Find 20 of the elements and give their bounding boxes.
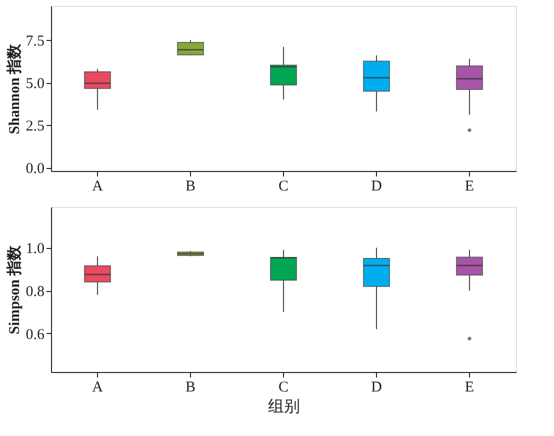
x-tick-label: B bbox=[185, 178, 196, 194]
y-tick-label: 0.8 bbox=[26, 284, 44, 300]
x-tick-label: E bbox=[464, 178, 474, 194]
y-tick-label: 5.0 bbox=[26, 76, 44, 92]
x-tick-label: A bbox=[92, 380, 104, 396]
y-tick-label: 7.5 bbox=[26, 34, 44, 50]
x-axis-title: 组别 bbox=[268, 398, 300, 416]
x-tick-label: E bbox=[464, 380, 474, 396]
x-tick-label: C bbox=[278, 178, 289, 194]
y-tick-label: 2.5 bbox=[26, 118, 44, 135]
y-tick-label: 0.6 bbox=[26, 326, 45, 343]
x-tick-label: C bbox=[278, 380, 289, 396]
y-tick-label: 1.0 bbox=[26, 241, 44, 258]
y-tick-label: 0.0 bbox=[26, 161, 44, 178]
x-tick-label: D bbox=[371, 178, 382, 194]
y-axis-title: Shannon 指数 bbox=[6, 42, 23, 134]
x-tick-label: D bbox=[371, 380, 382, 396]
x-tick-label: B bbox=[185, 380, 196, 396]
x-tick-label: A bbox=[92, 178, 104, 194]
y-axis-title: Simpson 指数 bbox=[6, 244, 23, 334]
